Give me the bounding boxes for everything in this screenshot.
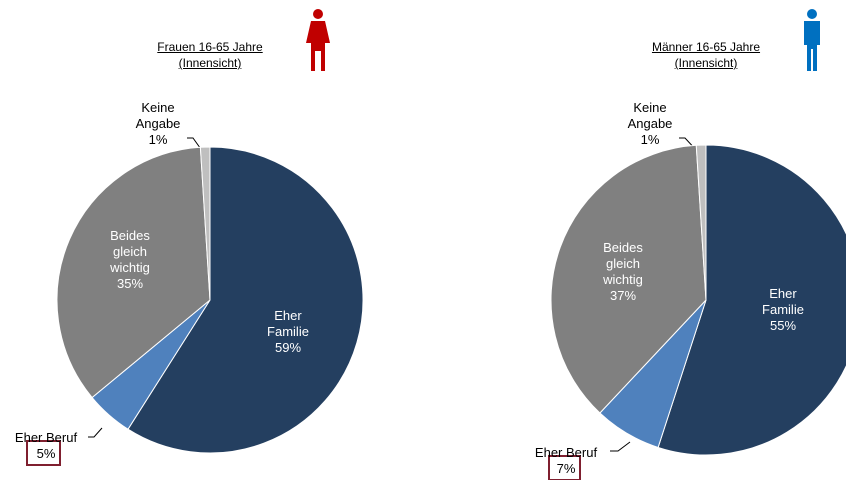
category-label: Keine Angabe [135, 100, 181, 131]
pie-slice [657, 144, 846, 456]
highlight-box [548, 455, 581, 480]
value-label: 37% [609, 288, 637, 303]
pie-slice [695, 144, 707, 301]
slice-label: Keine Angabe 1% [128, 100, 188, 148]
slice-label: Eher Familie 59% [258, 308, 318, 356]
category-label: Beides gleich wichtig [110, 228, 150, 275]
slice-label: Beides gleich wichtig 35% [100, 228, 160, 292]
slice-label: Eher Familie 55% [753, 286, 813, 334]
pie-slice [199, 146, 211, 301]
highlight-box [26, 440, 61, 466]
slice-label: Eher Beruf 5% [1, 430, 91, 462]
pie-slice [127, 146, 364, 454]
value-label: 1% [148, 132, 168, 147]
value-label: 5% [36, 446, 56, 461]
chart-subtitle: (Innensicht) [674, 56, 738, 70]
chart-title: Männer 16-65 Jahre [651, 40, 761, 54]
category-label: Eher Familie [762, 286, 804, 317]
slice-label: Beides gleich wichtig 37% [593, 240, 653, 304]
slice-label: Keine Angabe 1% [620, 100, 680, 148]
slice-label: Eher Beruf 7% [521, 445, 611, 477]
value-label: 35% [116, 276, 144, 291]
category-label: Eher Beruf [14, 430, 78, 445]
value-label: 59% [274, 340, 302, 355]
pie-slice [56, 146, 211, 399]
category-label: Eher Familie [267, 308, 309, 339]
female-icon [306, 9, 330, 71]
pie-slice [550, 144, 707, 414]
chart-title: Frauen 16-65 Jahre [157, 40, 263, 54]
chart-subtitle: (Innensicht) [178, 56, 242, 70]
category-label: Beides gleich wichtig [603, 240, 643, 287]
male-icon [804, 9, 820, 71]
value-label: 7% [556, 461, 576, 476]
value-label: 55% [769, 318, 797, 333]
category-label: Keine Angabe [627, 100, 673, 131]
category-label: Eher Beruf [534, 445, 598, 460]
value-label: 1% [640, 132, 660, 147]
